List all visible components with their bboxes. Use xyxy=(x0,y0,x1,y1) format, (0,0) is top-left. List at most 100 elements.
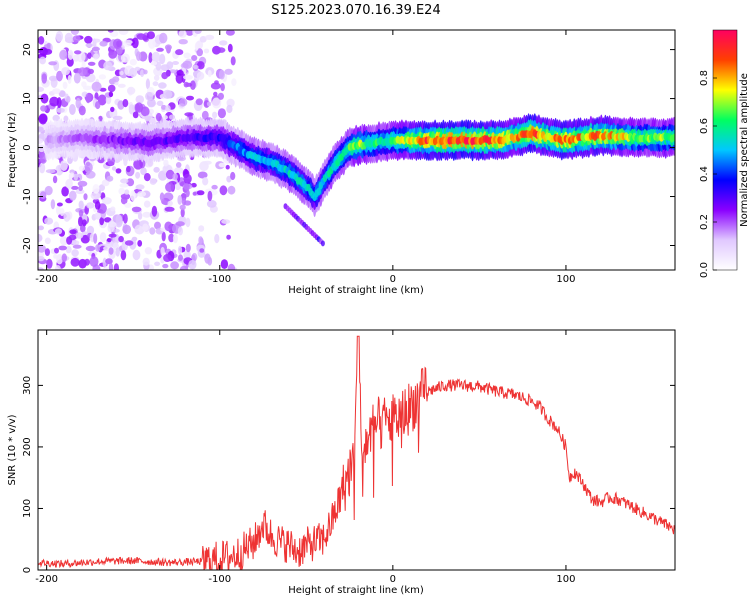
heatmap-cell xyxy=(216,47,226,53)
heatmap-cell xyxy=(176,69,184,76)
heatmap-cell xyxy=(106,175,114,182)
heatmap-cell xyxy=(39,162,46,174)
x-tick-label: -100 xyxy=(208,274,231,285)
heatmap-cell xyxy=(184,112,194,117)
heatmap-cell xyxy=(162,115,168,120)
heatmap-cell xyxy=(180,265,189,270)
heatmap-cell xyxy=(136,51,142,61)
heatmap-cell xyxy=(196,71,205,80)
heatmap-cell xyxy=(105,258,113,265)
heatmap-cell xyxy=(115,214,123,226)
heatmap-cell xyxy=(140,69,145,77)
heatmap-cell xyxy=(195,98,203,106)
colorbar-ticks: 0.0 0.2 0.4 0.6 0.8 xyxy=(699,70,717,278)
heatmap-cell xyxy=(71,249,79,257)
heatmap-cell xyxy=(137,191,147,197)
heatmap-cell xyxy=(219,40,228,46)
heatmap-cell xyxy=(140,167,147,176)
heatmap-cell xyxy=(120,178,129,184)
heatmap-cell xyxy=(94,212,101,220)
x-tick-label: -200 xyxy=(35,274,58,285)
heatmap-cell xyxy=(151,205,158,217)
colorbar-gradient xyxy=(712,29,738,271)
heatmap-cell xyxy=(71,240,80,246)
heatmap-cell xyxy=(68,234,77,241)
heatmap-cell xyxy=(225,30,235,36)
heatmap-cell xyxy=(115,247,120,257)
heatmap-cell xyxy=(212,111,218,119)
heatmap-cell xyxy=(118,187,125,195)
y-tick-label: 20 xyxy=(22,43,33,56)
heatmap-cell xyxy=(227,43,233,53)
heatmap-cell xyxy=(231,78,237,86)
heatmap-cell xyxy=(65,178,73,189)
heatmap-cell xyxy=(119,70,124,76)
heatmap-cell xyxy=(38,138,44,144)
heatmap-cell xyxy=(59,236,69,246)
heatmap-cell xyxy=(75,97,81,109)
heatmap-cell xyxy=(207,70,212,78)
heatmap-cell xyxy=(220,83,225,92)
heatmap-cell xyxy=(117,83,126,88)
heatmap-cell xyxy=(143,173,151,182)
heatmap-cell xyxy=(175,73,184,84)
heatmap-cell xyxy=(46,258,53,269)
heatmap-cell xyxy=(218,69,225,80)
heatmap-cell xyxy=(126,86,136,95)
heatmap-cell xyxy=(107,30,114,33)
heatmap-cell xyxy=(185,243,191,253)
heatmap-cell xyxy=(158,82,167,89)
heatmap-cell xyxy=(190,80,196,90)
heatmap-cell xyxy=(126,165,131,173)
heatmap-cell xyxy=(132,249,141,261)
heatmap-cell xyxy=(108,262,114,270)
heatmap-cell xyxy=(183,52,191,59)
heatmap-cell xyxy=(144,115,151,122)
heatmap-cell xyxy=(214,233,220,244)
heatmap-cell xyxy=(94,201,101,210)
heatmap-cell xyxy=(136,33,147,40)
heatmap-cell xyxy=(108,91,114,98)
bottom-x-axis-label: Height of straight line (km) xyxy=(288,585,424,596)
heatmap-cell xyxy=(50,199,56,210)
heatmap-cell xyxy=(135,95,145,104)
spectrogram-frame xyxy=(37,29,676,271)
heatmap-cell xyxy=(38,267,44,270)
heatmap-cell xyxy=(101,197,112,205)
heatmap-cell xyxy=(56,70,63,82)
heatmap-cell xyxy=(108,49,118,59)
heatmap-cell xyxy=(204,253,211,264)
heatmap-cell xyxy=(63,211,71,222)
top-x-ticks: -200 -100 0 100 xyxy=(35,30,575,285)
heatmap-cell xyxy=(105,95,112,105)
heatmap-cell xyxy=(99,40,108,47)
heatmap-cell xyxy=(142,257,150,266)
heatmap-cell xyxy=(112,76,120,83)
heatmap-cell xyxy=(74,50,82,55)
heatmap-cell xyxy=(78,185,83,192)
heatmap-cell xyxy=(65,245,72,254)
y-tick-label: -10 xyxy=(22,188,33,204)
colorbar: 0.0 0.2 0.4 0.6 0.8 Normalized spectral ampl… xyxy=(699,29,750,278)
heatmap-cell xyxy=(155,112,162,122)
heatmap-cell xyxy=(67,74,72,84)
heatmap-cell xyxy=(149,178,157,185)
heatmap-cell xyxy=(92,184,100,194)
heatmap-cell xyxy=(122,224,132,235)
heatmap-cell xyxy=(97,94,107,106)
heatmap-cell xyxy=(161,231,166,242)
heatmap-cell xyxy=(135,184,145,190)
heatmap-cell xyxy=(59,208,65,217)
heatmap-cell xyxy=(77,180,88,187)
x-tick-label: -100 xyxy=(208,574,231,585)
heatmap-cell xyxy=(129,58,137,66)
heatmap-cell xyxy=(44,185,53,196)
heatmap-cell xyxy=(131,206,142,213)
heatmap-cell xyxy=(78,165,85,172)
heatmap-cell xyxy=(80,224,86,233)
heatmap-cell xyxy=(41,73,47,84)
heatmap-cell xyxy=(95,244,101,252)
heatmap-cell xyxy=(89,256,99,267)
heatmap-cell xyxy=(39,191,47,200)
